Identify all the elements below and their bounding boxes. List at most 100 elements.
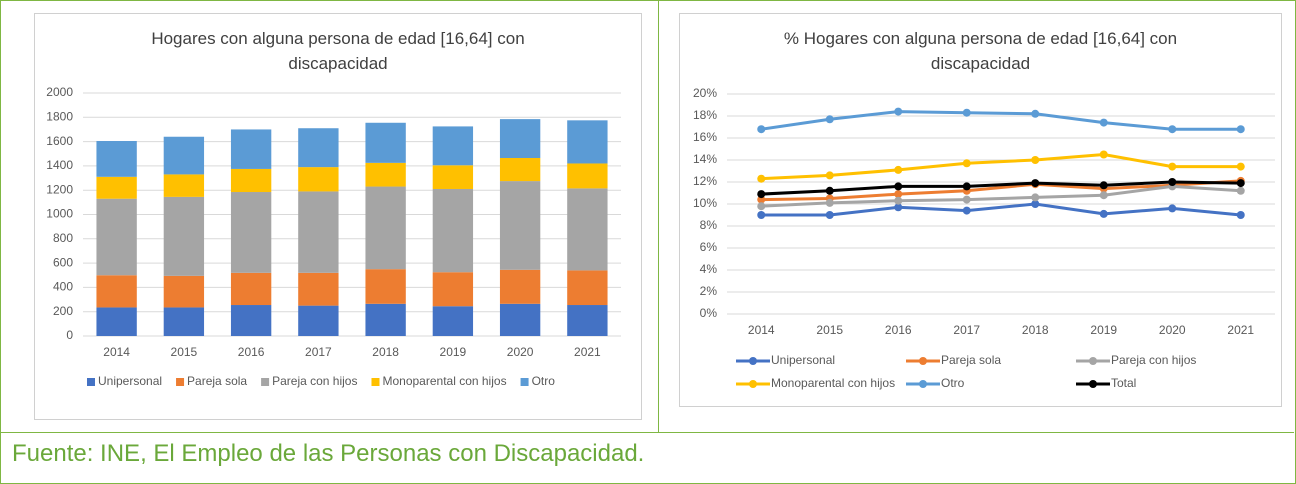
bar-segment [499,303,541,336]
legend-marker [919,357,927,365]
x-tick-label: 2017 [953,323,980,337]
series-point [1168,162,1177,171]
chart-title: Hogares con alguna persona de edad [16,6… [151,29,525,73]
bar-segment [432,188,474,273]
legend-label: Pareja con hijos [1111,353,1196,367]
bar-segment [163,275,205,308]
y-tick-label: 1800 [46,109,73,123]
bar-segment [230,305,272,336]
bar-segment [230,192,272,273]
bar-segment [96,307,137,336]
legend-label: Otro [941,376,965,390]
bar-segment [365,162,406,187]
series-point [1099,209,1108,218]
series-line [761,180,1241,196]
series-point [962,182,971,191]
legend-label: Unipersonal [98,374,162,388]
chart-title-wrap: Hogares con alguna persona de edad [16,6… [35,26,641,76]
bar-segment [298,191,339,273]
series-point [825,171,834,180]
bar-segment [96,176,137,199]
divider [658,0,659,432]
legend-marker [749,380,757,388]
y-tick-label: 1200 [46,182,73,196]
x-tick-label: 2018 [1022,323,1049,337]
series-point [1236,162,1245,171]
bar-segment [432,165,474,189]
y-tick-label: 0 [66,328,73,342]
x-tick-label: 2016 [885,323,912,337]
series-point [1099,118,1108,127]
series-point [962,159,971,168]
series-point [1099,150,1108,159]
series-line [761,179,1241,202]
legend-label: Otro [532,374,556,388]
bar-segment [298,305,339,336]
x-tick-label: 2014 [103,345,130,359]
series-point [894,182,903,191]
series-point [825,211,834,219]
x-tick-label: 2019 [440,345,467,359]
series-point [757,202,766,211]
bar-segment [163,307,205,336]
y-tick-label: 400 [53,280,73,294]
y-tick-label: 800 [53,231,73,245]
y-tick-label: 6% [700,240,718,254]
x-tick-label: 2015 [816,323,843,337]
series-point [825,186,834,195]
y-tick-label: 1600 [46,134,73,148]
series-point [1168,178,1177,186]
bar-segment [365,122,406,163]
bar-segment [365,269,406,304]
series-line [761,152,1241,181]
chart-title-wrap: % Hogares con alguna persona de edad [16… [680,26,1281,76]
series-point [757,174,766,183]
x-tick-label: 2014 [748,323,775,337]
bar-segment [96,275,137,308]
y-tick-label: 1400 [46,158,73,172]
series-point [1236,179,1245,188]
legend-swatch [261,378,270,386]
series-point [1236,186,1245,195]
bar-segment [96,140,137,177]
bar-segment [96,198,137,276]
bar-segment [230,129,272,169]
series-point [1168,125,1177,134]
x-tick-label: 2021 [574,345,601,359]
x-tick-label: 2020 [507,345,534,359]
legend-label: Total [1111,376,1136,390]
series-point [894,196,903,205]
legend-label: Unipersonal [771,353,835,367]
legend-label: Monoparental con hijos [771,376,895,390]
bar-segment [163,196,205,276]
chart: 0 200 400 600 800 1000 1200 1400 1600 1800 2000 201… [46,85,621,388]
legend-marker [1089,357,1097,365]
series-point [1031,200,1040,208]
legend-swatch [371,378,380,386]
series-point [1099,191,1108,200]
legend-swatch [520,378,529,386]
series-point [1031,156,1040,164]
divider [0,432,1294,433]
series-point [894,165,903,174]
y-tick-label: 0% [700,306,718,320]
bar-segment [499,181,541,270]
series-point [894,107,903,116]
x-tick-label: 2021 [1227,323,1254,337]
y-tick-label: 20% [693,86,717,100]
bar-segment [298,128,339,168]
x-tick-label: 2016 [238,345,265,359]
legend-label: Pareja sola [941,353,1001,367]
series-point [1236,211,1245,219]
series-point [757,211,766,219]
x-tick-label: 2020 [1159,323,1186,337]
series-point [1236,125,1245,134]
chart-box: % Hogares con alguna persona de edad [16… [679,13,1282,407]
bar-segment [230,168,272,193]
bar-segment [163,136,205,175]
bar-segment [567,270,608,306]
series-point [1168,204,1177,213]
series-point [962,195,971,204]
y-tick-label: 1000 [46,207,73,221]
